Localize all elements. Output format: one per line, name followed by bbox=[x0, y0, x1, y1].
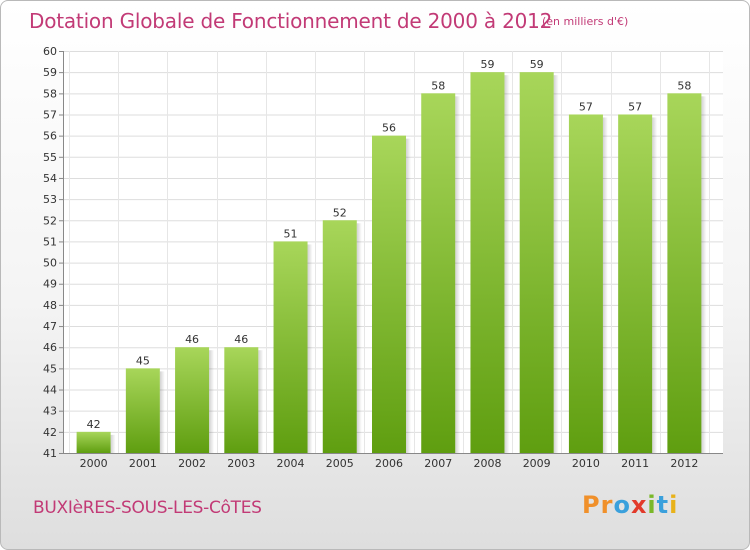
bar-value-label: 46 bbox=[234, 333, 248, 346]
bar bbox=[76, 431, 111, 453]
bar bbox=[667, 93, 702, 453]
y-tick-label: 41 bbox=[43, 447, 57, 460]
bar-shadow bbox=[110, 434, 116, 453]
x-tick-label: 2010 bbox=[572, 457, 600, 470]
y-tick-label: 47 bbox=[43, 320, 57, 333]
bar-shadow bbox=[504, 75, 510, 453]
logo-letter: i bbox=[669, 491, 679, 519]
commune-name: BUXIèRES-SOUS-LES-CôTES bbox=[33, 498, 262, 518]
bar-value-label: 45 bbox=[136, 354, 150, 367]
bar-shadow bbox=[652, 117, 658, 453]
bar-shadow bbox=[406, 138, 411, 453]
logo-letter: r bbox=[600, 491, 614, 519]
x-tick-label: 2001 bbox=[129, 457, 157, 470]
x-tick-label: 2007 bbox=[424, 457, 452, 470]
bar bbox=[273, 241, 308, 453]
logo-letter: x bbox=[630, 491, 648, 519]
y-tick-label: 59 bbox=[43, 66, 57, 79]
bar-value-label: 59 bbox=[530, 58, 544, 71]
x-tick-label: 2004 bbox=[277, 457, 305, 470]
bar-value-label: 59 bbox=[480, 58, 494, 71]
y-tick-label: 57 bbox=[43, 108, 57, 121]
x-tick-label: 2003 bbox=[227, 457, 255, 470]
y-tick-label: 43 bbox=[43, 405, 57, 418]
bar-shadow bbox=[307, 244, 313, 453]
y-tick-label: 58 bbox=[43, 87, 57, 100]
x-tick-label: 2009 bbox=[523, 457, 551, 470]
chart-unit: (en milliers d'€) bbox=[542, 15, 629, 28]
y-tick-label: 55 bbox=[43, 151, 57, 164]
x-tick-label: 2006 bbox=[375, 457, 403, 470]
bar-value-label: 57 bbox=[579, 100, 593, 113]
proxiti-logo: Proxiti bbox=[582, 491, 678, 519]
x-tick-label: 2008 bbox=[473, 457, 501, 470]
logo-letter: i bbox=[647, 491, 657, 519]
logo-letter: o bbox=[613, 491, 631, 519]
bar bbox=[618, 114, 653, 453]
y-tick-label: 46 bbox=[43, 341, 57, 354]
x-tick-label: 2000 bbox=[80, 457, 108, 470]
bar bbox=[470, 72, 505, 453]
y-tick-label: 48 bbox=[43, 299, 57, 312]
x-tick-label: 2002 bbox=[178, 457, 206, 470]
axes: 41 42 43 44 45 46 47 48 49 50 51 52 53 54 55 56 57 58 59 60… bbox=[43, 45, 723, 470]
y-tick-label: 60 bbox=[43, 45, 57, 58]
bar-shadow bbox=[159, 371, 165, 453]
y-tick-label: 54 bbox=[43, 172, 57, 185]
bar-value-label: 57 bbox=[628, 100, 642, 113]
bar-shadow bbox=[258, 350, 264, 453]
y-tick-label: 42 bbox=[43, 426, 57, 439]
y-tick-label: 45 bbox=[43, 362, 57, 375]
bar bbox=[322, 220, 357, 453]
bar bbox=[372, 135, 406, 453]
bar-shadow bbox=[455, 96, 461, 453]
bar-value-label: 58 bbox=[431, 79, 445, 92]
y-tick-label: 50 bbox=[43, 257, 57, 270]
y-tick-label: 56 bbox=[43, 130, 57, 143]
bar bbox=[125, 368, 160, 453]
chart-title: Dotation Globale de Fonctionnement de 20… bbox=[29, 9, 553, 33]
bar-value-label: 58 bbox=[677, 79, 691, 92]
bar-shadow bbox=[602, 117, 608, 453]
bar bbox=[224, 347, 259, 453]
y-tick-label: 49 bbox=[43, 278, 57, 291]
y-tick-label: 53 bbox=[43, 193, 57, 206]
bar bbox=[519, 72, 554, 453]
x-tick-label: 2012 bbox=[670, 457, 698, 470]
logo-letter: t bbox=[656, 491, 670, 519]
bar-value-label: 46 bbox=[185, 333, 199, 346]
bar-value-label: 42 bbox=[87, 418, 101, 431]
y-tick-label: 51 bbox=[43, 235, 57, 248]
bar-shadow bbox=[553, 75, 559, 453]
y-tick-label: 52 bbox=[43, 214, 57, 227]
bar bbox=[175, 347, 210, 453]
x-tick-label: 2005 bbox=[326, 457, 354, 470]
bar-shadow bbox=[701, 96, 707, 453]
bar bbox=[421, 93, 456, 453]
logo-letter: P bbox=[582, 491, 601, 519]
bar-value-label: 56 bbox=[382, 122, 396, 135]
y-tick-label: 44 bbox=[43, 384, 57, 397]
bar-shadow bbox=[356, 223, 362, 453]
bar-value-label: 51 bbox=[284, 227, 298, 240]
bar bbox=[568, 114, 603, 453]
bar-value-label: 52 bbox=[333, 206, 347, 219]
x-tick-label: 2011 bbox=[621, 457, 649, 470]
bars: 42 45 46 46 51 52 56 58 59 59 57 57 58 bbox=[76, 58, 707, 453]
bar-shadow bbox=[209, 350, 215, 453]
